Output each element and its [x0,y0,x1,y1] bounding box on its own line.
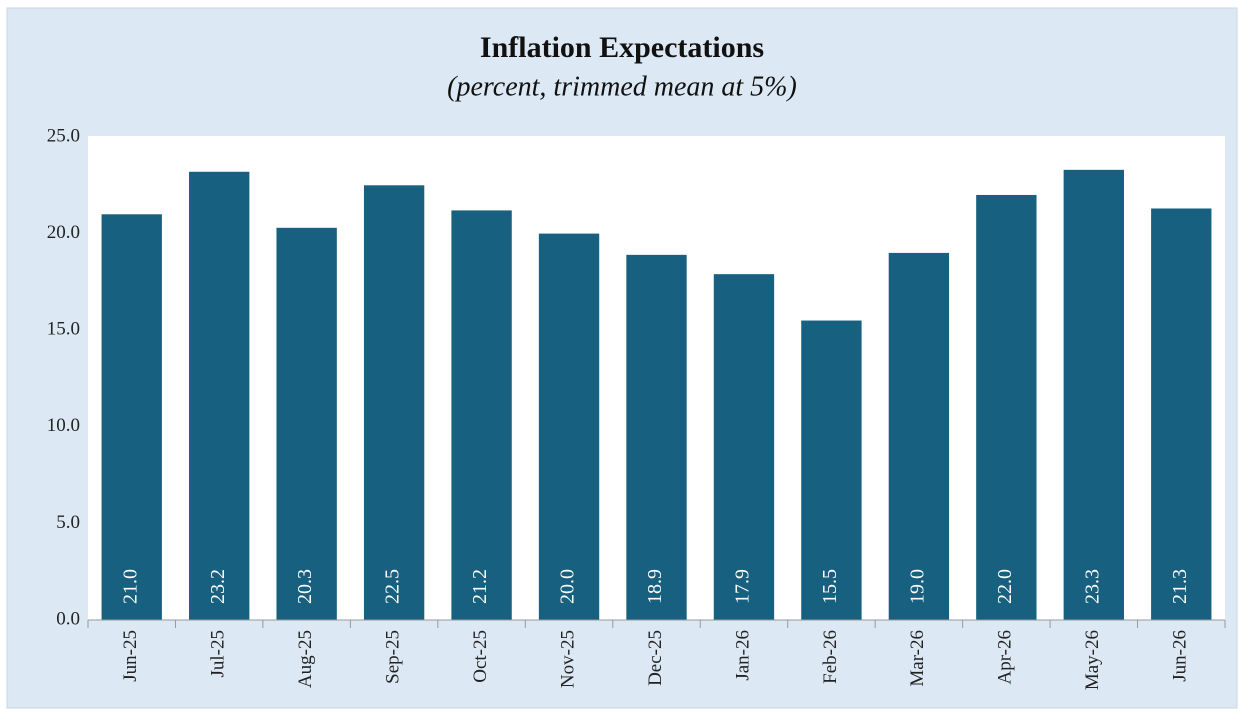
chart-subtitle: (percent, trimmed mean at 5%) [447,71,797,102]
bar [801,320,862,620]
x-tick-label: May-26 [1082,630,1103,690]
bar [189,171,250,620]
value-label: 22.0 [994,569,1016,604]
value-label: 23.2 [207,569,229,604]
bar [451,210,512,620]
x-tick-label: Oct-25 [470,630,491,683]
bar [1063,169,1124,620]
x-tick-label: Jun-26 [1170,630,1191,682]
value-label: 15.5 [819,569,841,604]
bar [363,185,425,621]
bar [276,227,337,620]
x-tick-label: Aug-25 [295,630,316,688]
x-tick-label: Jan-26 [732,630,753,681]
bar [538,233,600,620]
x-tick-label: Nov-25 [557,630,578,688]
y-tick-label: 0.0 [56,608,80,629]
chart-title: Inflation Expectations [480,31,764,64]
value-label: 21.0 [119,569,141,604]
y-tick-label: 25.0 [47,125,80,146]
bar [1151,208,1212,620]
y-tick-label: 15.0 [47,319,80,340]
value-label: 22.5 [382,569,404,604]
bar [888,252,950,621]
x-tick-label: Mar-26 [907,630,928,687]
x-tick-label: Dec-25 [645,630,666,686]
value-label: 21.2 [469,569,491,604]
bar [626,254,687,621]
value-label: 17.9 [732,569,754,604]
bar [713,274,775,620]
x-tick-label: Apr-26 [995,630,1016,685]
x-tick-label: Jul-25 [208,630,229,678]
value-label: 20.3 [294,569,316,604]
x-tick-label: Jun-25 [120,630,141,682]
value-label: 23.3 [1081,569,1103,604]
x-tick-label: Feb-26 [820,630,841,684]
y-tick-label: 10.0 [47,415,80,436]
bar [976,194,1037,620]
y-tick-label: 20.0 [47,222,80,243]
value-label: 20.0 [557,569,579,604]
value-label: 18.9 [644,569,666,604]
x-tick-label: Sep-25 [382,630,403,684]
bar [101,214,162,620]
y-tick-label: 5.0 [56,512,80,533]
value-label: 21.3 [1169,569,1191,604]
value-label: 19.0 [906,569,928,604]
